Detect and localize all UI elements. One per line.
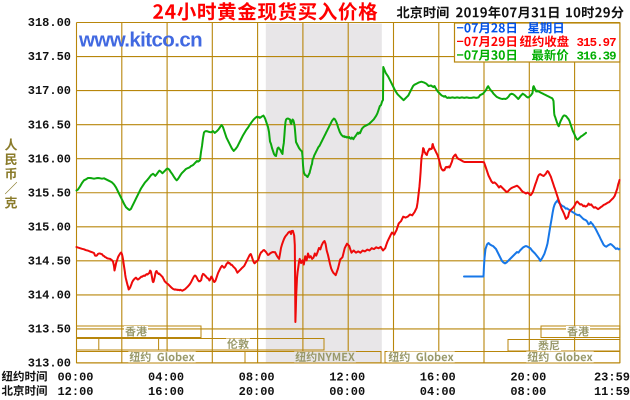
svg-text:316.39: 316.39 [577,50,617,64]
svg-text:16:00: 16:00 [148,385,184,399]
svg-text:313.00: 313.00 [28,357,71,371]
svg-text:www.kitco.cn: www.kitco.cn [78,29,202,52]
svg-text:316.50: 316.50 [28,118,71,132]
svg-text:04:00: 04:00 [420,385,456,399]
svg-text:12:00: 12:00 [57,385,93,399]
svg-text:11:59: 11:59 [594,385,630,399]
svg-text:317.50: 317.50 [28,50,71,64]
svg-text:16:00: 16:00 [420,371,456,385]
svg-text:08:00: 08:00 [510,385,546,399]
svg-text:315.00: 315.00 [28,220,71,234]
svg-text:08:00: 08:00 [239,371,275,385]
svg-text:12:00: 12:00 [329,371,365,385]
svg-text:318.00: 318.00 [28,16,71,30]
svg-text:314.50: 314.50 [28,254,71,268]
svg-text:315.50: 315.50 [28,186,71,200]
svg-text:317.00: 317.00 [28,84,71,98]
svg-text:313.50: 313.50 [28,323,71,337]
svg-text:00:00: 00:00 [329,385,365,399]
svg-text:314.00: 314.00 [28,289,71,303]
svg-text:23:59: 23:59 [594,371,630,385]
svg-text:316.00: 316.00 [28,152,71,166]
svg-text:00:00: 00:00 [57,371,93,385]
svg-text:315.97: 315.97 [577,36,617,50]
svg-text:04:00: 04:00 [148,371,184,385]
svg-text:20:00: 20:00 [510,371,546,385]
svg-text:20:00: 20:00 [239,385,275,399]
